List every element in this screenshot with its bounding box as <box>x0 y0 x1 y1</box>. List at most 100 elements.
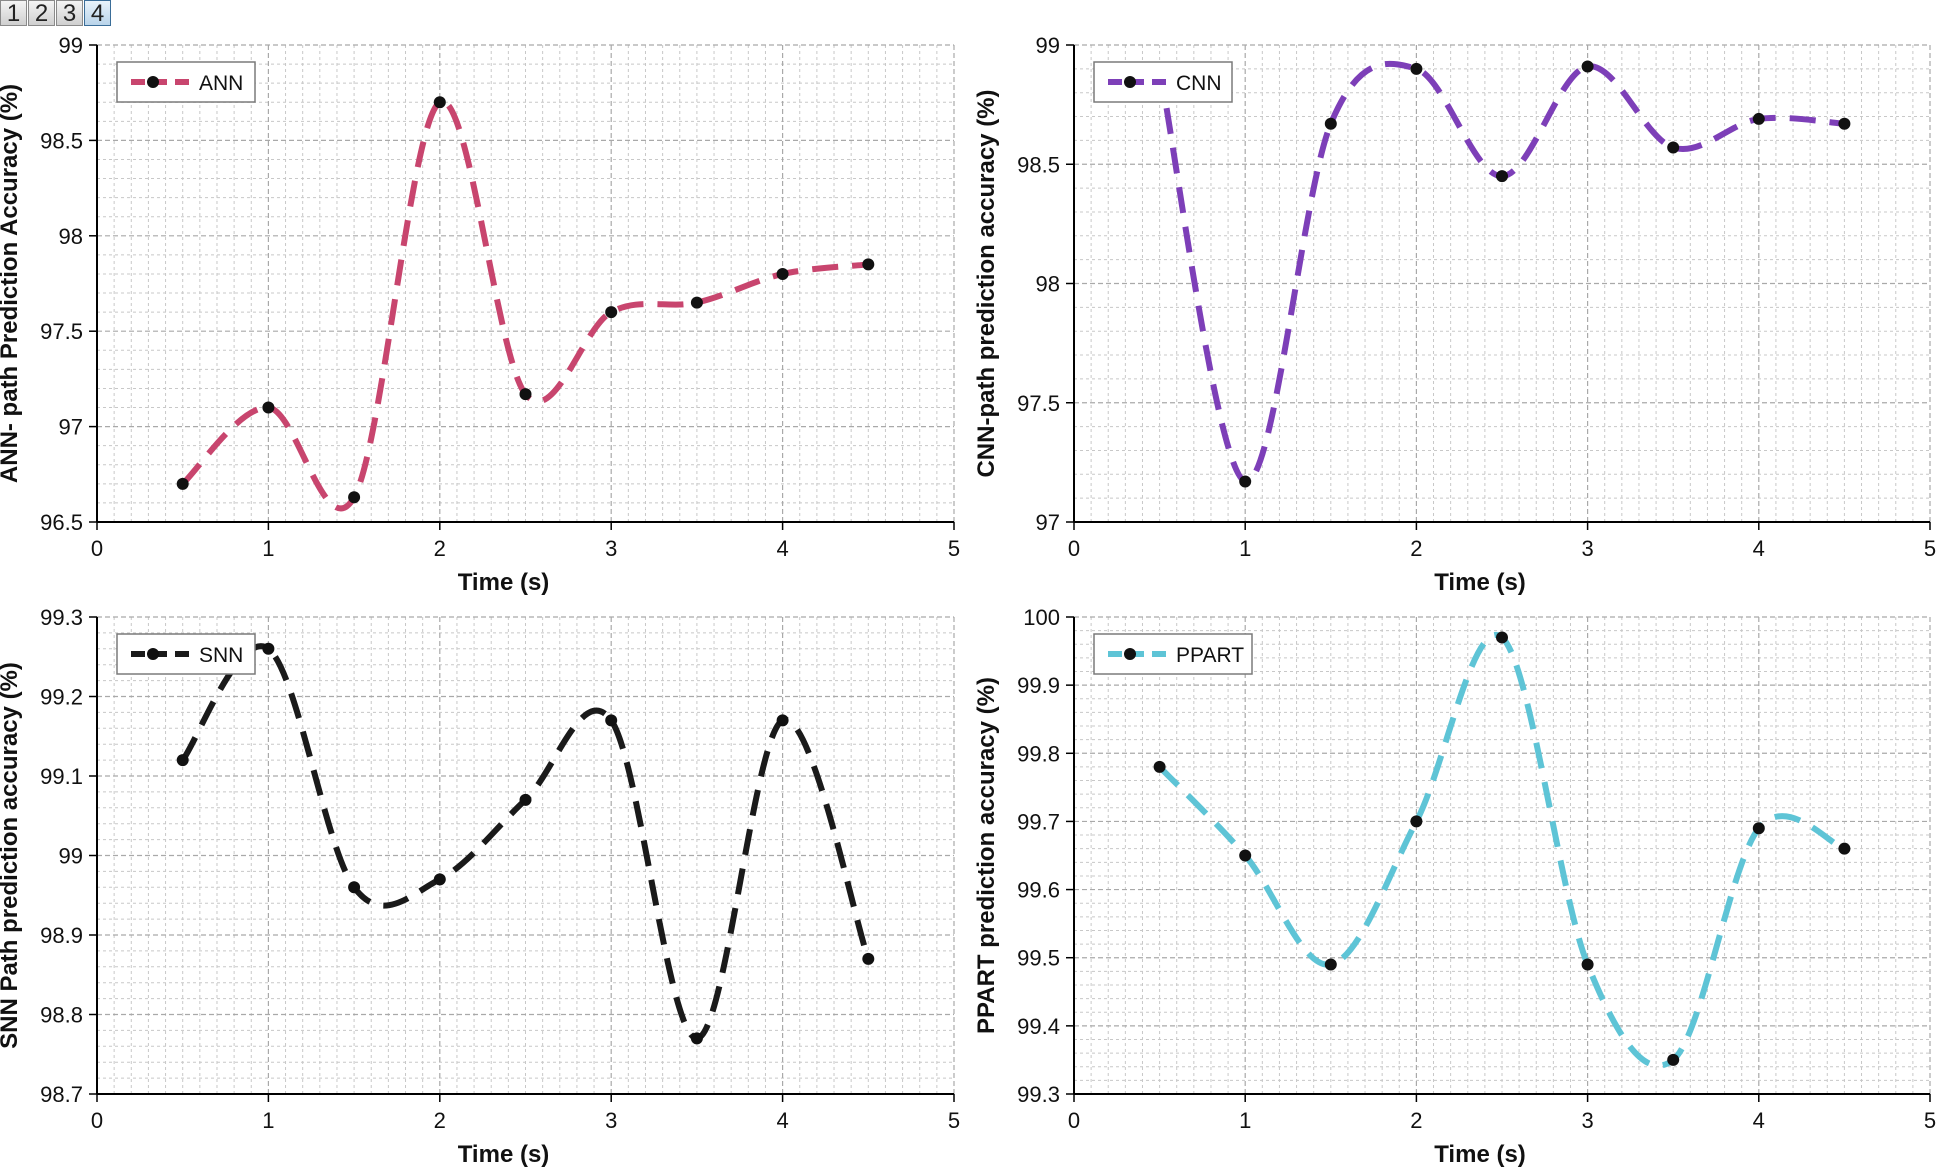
y-tick-label: 99 <box>59 844 83 869</box>
x-tick-label: 3 <box>1581 536 1593 561</box>
plot-area <box>176 96 875 512</box>
y-tick-label: 97 <box>1036 510 1060 535</box>
data-point <box>1496 631 1508 644</box>
data-point <box>1667 141 1680 154</box>
x-tick-label: 4 <box>776 536 788 561</box>
x-tick-label: 2 <box>1410 536 1422 561</box>
data-point <box>1496 170 1508 183</box>
y-axis-title: ANN- path Prediction Accuracy (%) <box>0 84 23 483</box>
y-axis-title: SNN Path prediction accuracy (%) <box>0 662 23 1049</box>
data-point <box>433 96 446 109</box>
data-point <box>1239 475 1252 488</box>
data-point <box>176 754 189 767</box>
x-tick-label: 4 <box>1753 1108 1765 1133</box>
data-point <box>605 306 618 319</box>
x-axis-title: Time (s) <box>1434 569 1526 596</box>
data-point <box>1410 815 1423 828</box>
tab-4[interactable]: 4 <box>84 0 111 27</box>
tab-2[interactable]: 2 <box>28 0 55 27</box>
data-point <box>690 1032 703 1045</box>
data-point <box>605 714 618 727</box>
legend-marker <box>1124 648 1136 660</box>
y-tick-label: 97.5 <box>1017 391 1060 416</box>
y-tick-label: 99.5 <box>1017 946 1060 971</box>
data-point <box>862 952 875 965</box>
x-tick-label: 1 <box>262 1108 274 1133</box>
y-tick-label: 98.5 <box>40 128 83 153</box>
x-tick-label: 5 <box>1924 536 1936 561</box>
y-tick-label: 98 <box>1036 272 1060 297</box>
x-axis-title: Time (s) <box>458 569 550 596</box>
data-point <box>433 873 446 886</box>
chart-tab-bar: 1 2 3 4 <box>0 0 111 28</box>
x-tick-label: 1 <box>262 536 274 561</box>
y-tick-label: 97.5 <box>40 319 83 344</box>
data-point <box>1838 117 1851 130</box>
x-tick-label: 4 <box>1753 536 1765 561</box>
data-point <box>519 793 532 806</box>
y-tick-label: 97 <box>59 415 83 440</box>
plot-area <box>176 642 875 1045</box>
data-point <box>862 258 875 271</box>
x-tick-label: 4 <box>776 1108 788 1133</box>
data-point <box>262 642 275 655</box>
data-point <box>1153 760 1166 773</box>
chart-panel-snn: 0 1 2 3 4 5 98.7 98.8 98.9 99 99.1 99.2 99.3 Time (s)… <box>0 605 960 1168</box>
chart-panel-ann: 0 1 2 3 4 5 96.5 97 97.5 98 98.5 99 Time (s) ANN- pat… <box>0 33 960 596</box>
y-tick-label: 99.6 <box>1017 878 1060 903</box>
y-tick-label: 99.3 <box>40 605 83 630</box>
x-tick-label: 3 <box>605 536 617 561</box>
y-tick-label: 99.1 <box>40 764 83 789</box>
y-tick-label: 96.5 <box>40 510 83 535</box>
data-point <box>1324 117 1337 130</box>
y-tick-label: 99.8 <box>1017 741 1060 766</box>
data-point <box>776 714 789 727</box>
x-tick-label: 2 <box>1410 1108 1422 1133</box>
x-tick-label: 5 <box>948 1108 960 1133</box>
x-tick-label: 2 <box>434 1108 446 1133</box>
x-axis-title: Time (s) <box>458 1141 550 1168</box>
data-point <box>1410 62 1423 75</box>
series-line-snn <box>180 643 872 1042</box>
x-tick-label: 1 <box>1239 1108 1251 1133</box>
data-point <box>1752 822 1765 835</box>
data-point <box>776 267 789 280</box>
y-tick-label: 99.2 <box>40 685 83 710</box>
x-tick-label: 2 <box>434 536 446 561</box>
legend-label: SNN <box>199 644 243 667</box>
x-tick-label: 3 <box>1581 1108 1593 1133</box>
x-tick-label: 0 <box>1068 1108 1080 1133</box>
legend-marker <box>1124 76 1136 88</box>
series-line-ann <box>180 98 869 512</box>
plot-area <box>1153 631 1851 1069</box>
data-point <box>1667 1053 1680 1066</box>
y-tick-label: 99 <box>1036 33 1060 58</box>
tab-3[interactable]: 3 <box>56 0 83 27</box>
y-axis-title: CNN-path prediction accuracy (%) <box>973 89 1000 477</box>
data-point <box>1752 112 1765 125</box>
x-tick-label: 5 <box>1924 1108 1936 1133</box>
legend-label: ANN <box>199 72 243 95</box>
legend-marker <box>147 648 159 660</box>
chart-panel-cnn: 0 1 2 3 4 5 97 97.5 98 98.5 99 Time (s) CNN-path pre… <box>973 33 1936 596</box>
y-tick-label: 99.7 <box>1017 809 1060 834</box>
data-point <box>1581 958 1594 971</box>
data-point <box>690 296 703 309</box>
x-axis-title: Time (s) <box>1434 1141 1526 1168</box>
x-tick-label: 0 <box>1068 536 1080 561</box>
y-tick-label: 99.4 <box>1017 1014 1060 1039</box>
legend-marker <box>147 76 159 88</box>
data-point <box>176 477 189 490</box>
data-point <box>262 401 275 414</box>
y-tick-label: 99 <box>59 33 83 58</box>
y-tick-label: 98.9 <box>40 923 83 948</box>
y-tick-label: 100 <box>1023 605 1060 630</box>
tab-1[interactable]: 1 <box>0 0 27 27</box>
y-tick-label: 98 <box>59 224 83 249</box>
data-point <box>1838 842 1851 855</box>
data-point <box>348 491 361 504</box>
chart-panel-ppart: 0 1 2 3 4 5 99.3 99.4 99.5 99.6 99.7 99.8 99.9 100 Tim… <box>973 605 1936 1168</box>
data-point <box>519 388 532 401</box>
legend-label: CNN <box>1176 72 1222 95</box>
